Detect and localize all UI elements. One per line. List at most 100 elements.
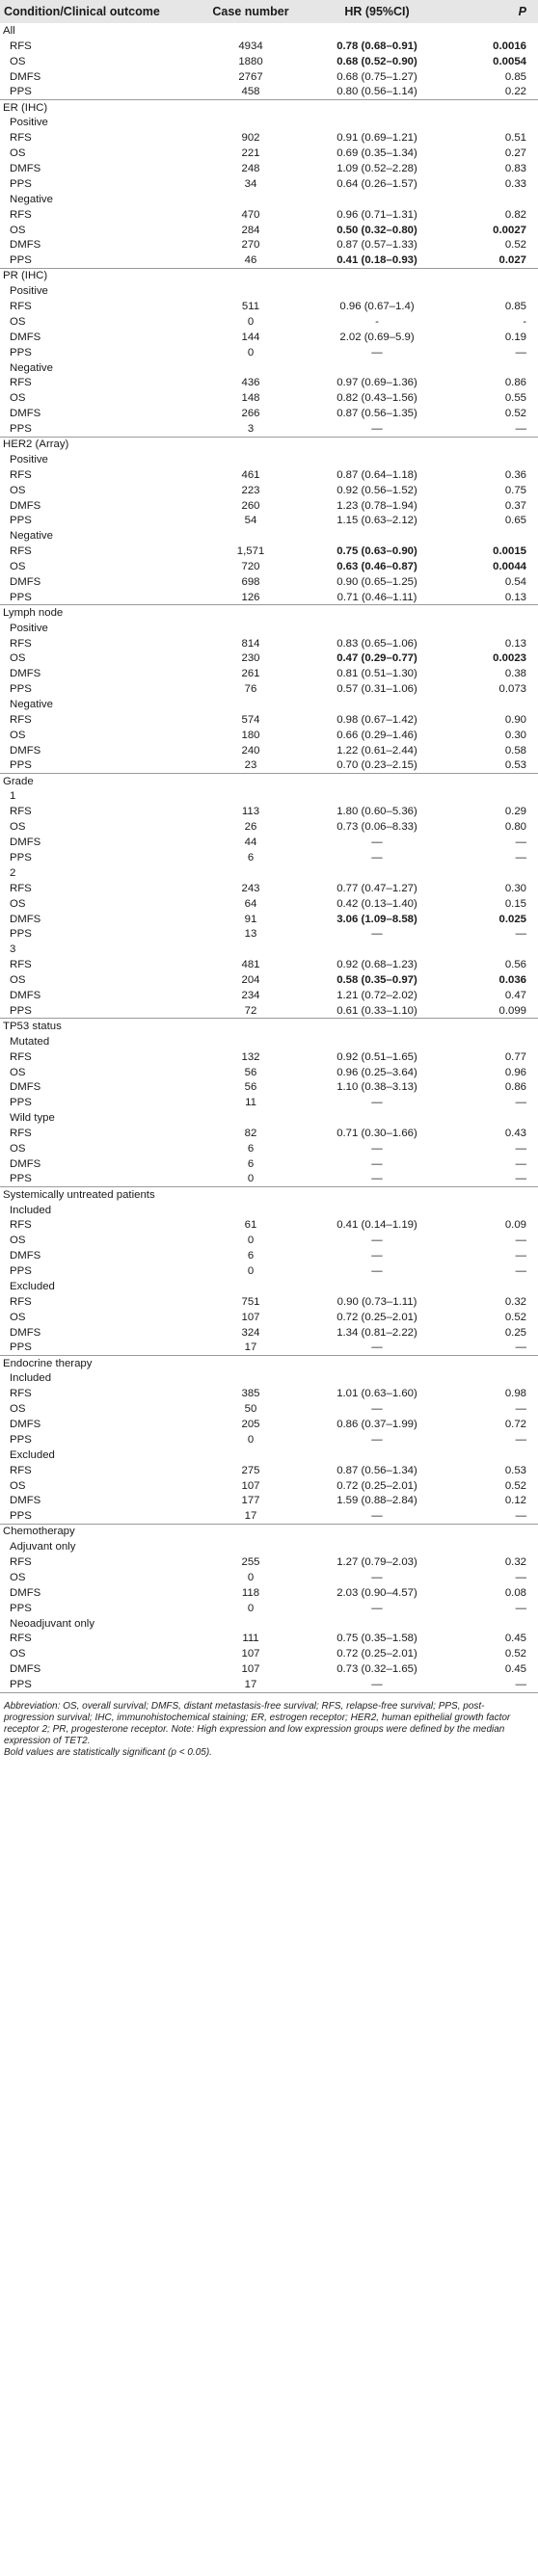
case-number-cell: 180 bbox=[241, 729, 260, 741]
hr-cell: 0.75 (0.35–1.58) bbox=[336, 1633, 417, 1645]
table-row: RFS 1,571 0.75 (0.63–0.90) 0.0015 bbox=[0, 544, 538, 559]
p-value-cell: 0.51 bbox=[504, 132, 526, 145]
category-row: PR (IHC) bbox=[0, 267, 538, 284]
subgroup-row: Negative bbox=[0, 697, 538, 712]
case-number-cell: 26 bbox=[244, 821, 257, 834]
category-label: Endocrine therapy bbox=[0, 1354, 538, 1371]
subgroup-row: Positive bbox=[0, 283, 538, 299]
case-number-cell: 284 bbox=[241, 224, 260, 236]
hr-cell: 1.01 (0.63–1.60) bbox=[336, 1388, 417, 1400]
outcome-label: RFS bbox=[10, 377, 32, 389]
table-row: DMFS 56 1.10 (0.38–3.13) 0.86 bbox=[0, 1079, 538, 1095]
case-number-cell: 221 bbox=[241, 147, 260, 160]
case-number-cell: 56 bbox=[244, 1081, 257, 1094]
subgroup-label: Neoadjuvant only bbox=[10, 1617, 95, 1630]
table-row: PPS 0 — — bbox=[0, 1432, 538, 1447]
p-value-cell: 0.0044 bbox=[493, 561, 526, 573]
case-number-cell: 270 bbox=[241, 239, 260, 252]
hr-cell: 0.77 (0.47–1.27) bbox=[336, 882, 417, 894]
subgroup-row: Excluded bbox=[0, 1447, 538, 1463]
table-row: DMFS 324 1.34 (0.81–2.22) 0.25 bbox=[0, 1325, 538, 1341]
subgroup-label: 1 bbox=[10, 790, 16, 803]
outcome-label: PPS bbox=[10, 86, 32, 98]
table-notes: Abbreviation: OS, overall survival; DMFS… bbox=[0, 1693, 538, 1760]
p-value-cell: 0.65 bbox=[504, 515, 526, 527]
hr-cell: — bbox=[371, 1097, 383, 1109]
table-row: RFS 461 0.87 (0.64–1.18) 0.36 bbox=[0, 467, 538, 483]
case-number-cell: 234 bbox=[241, 990, 260, 1002]
p-value-cell: 0.52 bbox=[504, 239, 526, 252]
outcome-label: OS bbox=[10, 484, 26, 496]
subgroup-label: Positive bbox=[10, 453, 48, 465]
case-number-cell: 385 bbox=[241, 1388, 260, 1400]
table-row: DMFS 234 1.21 (0.72–2.02) 0.47 bbox=[0, 988, 538, 1003]
case-number-cell: 56 bbox=[244, 1066, 257, 1078]
outcome-label: PPS bbox=[10, 683, 32, 696]
table-row: RFS 902 0.91 (0.69–1.21) 0.51 bbox=[0, 130, 538, 146]
outcome-label: PPS bbox=[10, 1004, 32, 1017]
case-number-cell: 54 bbox=[244, 515, 257, 527]
outcome-label: DMFS bbox=[10, 1586, 41, 1599]
category-row: Endocrine therapy bbox=[0, 1354, 538, 1371]
hr-cell: 0.64 (0.26–1.57) bbox=[336, 177, 417, 190]
outcome-label: PPS bbox=[10, 346, 32, 359]
p-value-cell: — bbox=[515, 346, 526, 359]
case-number-cell: 574 bbox=[241, 714, 260, 727]
outcome-label: OS bbox=[10, 729, 26, 741]
outcome-label: DMFS bbox=[10, 499, 41, 512]
abbreviation-note: Abbreviation: OS, overall survival; DMFS… bbox=[4, 1700, 511, 1747]
p-value-cell: 0.96 bbox=[504, 1066, 526, 1078]
outcome-label: RFS bbox=[10, 1388, 32, 1400]
table-row: RFS 814 0.83 (0.65–1.06) 0.13 bbox=[0, 636, 538, 651]
table-header: Condition/Clinical outcome Case number H… bbox=[0, 0, 538, 23]
case-number-cell: 4934 bbox=[238, 40, 263, 52]
p-value-cell: 0.0016 bbox=[493, 40, 526, 52]
hr-cell: — bbox=[371, 1510, 383, 1523]
subgroup-label: Negative bbox=[10, 361, 53, 374]
case-number-cell: 132 bbox=[241, 1050, 260, 1063]
subgroup-row: Negative bbox=[0, 528, 538, 544]
table-row: PPS 6 — — bbox=[0, 850, 538, 865]
hr-cell: — bbox=[371, 1433, 383, 1446]
outcome-label: RFS bbox=[10, 1295, 32, 1308]
outcome-label: RFS bbox=[10, 208, 32, 221]
hr-cell: 0.80 (0.56–1.14) bbox=[336, 86, 417, 98]
p-value-cell: - bbox=[523, 315, 526, 328]
case-number-cell: 1,571 bbox=[236, 545, 265, 558]
table-row: PPS 54 1.15 (0.63–2.12) 0.65 bbox=[0, 514, 538, 529]
outcome-label: OS bbox=[10, 392, 26, 405]
category-row: Grade bbox=[0, 773, 538, 789]
table-row: DMFS 266 0.87 (0.56–1.35) 0.52 bbox=[0, 406, 538, 421]
hr-cell: — bbox=[371, 1403, 383, 1416]
table-row: OS 720 0.63 (0.46–0.87) 0.0044 bbox=[0, 559, 538, 574]
p-value-cell: — bbox=[463, 1677, 538, 1693]
outcome-label: OS bbox=[10, 224, 26, 236]
p-value-cell: 0.52 bbox=[504, 1648, 526, 1660]
subgroup-label: Excluded bbox=[10, 1448, 55, 1461]
subgroup-row: 1 bbox=[0, 789, 538, 805]
p-value-cell: — bbox=[515, 422, 526, 435]
outcome-label: OS bbox=[10, 561, 26, 573]
hr-cell: 0.96 (0.25–3.64) bbox=[336, 1066, 417, 1078]
category-label: HER2 (Array) bbox=[0, 436, 538, 452]
table-row: PPS 34 0.64 (0.26–1.57) 0.33 bbox=[0, 176, 538, 192]
header-case-number: Case number bbox=[212, 5, 289, 18]
hr-cell: 0.41 (0.14–1.19) bbox=[336, 1219, 417, 1232]
p-value-cell: 0.32 bbox=[504, 1556, 526, 1568]
case-number-cell: 248 bbox=[241, 162, 260, 174]
case-number-cell: 0 bbox=[247, 315, 255, 328]
case-number-cell: 126 bbox=[241, 591, 260, 603]
p-value-cell: 0.37 bbox=[504, 499, 526, 512]
table-row: DMFS 260 1.23 (0.78–1.94) 0.37 bbox=[0, 498, 538, 514]
table-row: DMFS 91 3.06 (1.09–8.58) 0.025 bbox=[0, 912, 538, 927]
hr-cell: — bbox=[371, 1602, 383, 1614]
subgroup-label: Negative bbox=[10, 530, 53, 543]
p-value-cell: 0.82 bbox=[504, 208, 526, 221]
case-number-cell: 107 bbox=[241, 1663, 260, 1676]
case-number-cell: 111 bbox=[242, 1633, 259, 1645]
hr-cell: 0.83 (0.65–1.06) bbox=[336, 637, 417, 650]
category-label: Grade bbox=[0, 773, 538, 789]
case-number-cell: 82 bbox=[244, 1128, 257, 1140]
case-number-cell: 50 bbox=[244, 1403, 257, 1416]
table-row: PPS 13 — — bbox=[0, 927, 538, 943]
